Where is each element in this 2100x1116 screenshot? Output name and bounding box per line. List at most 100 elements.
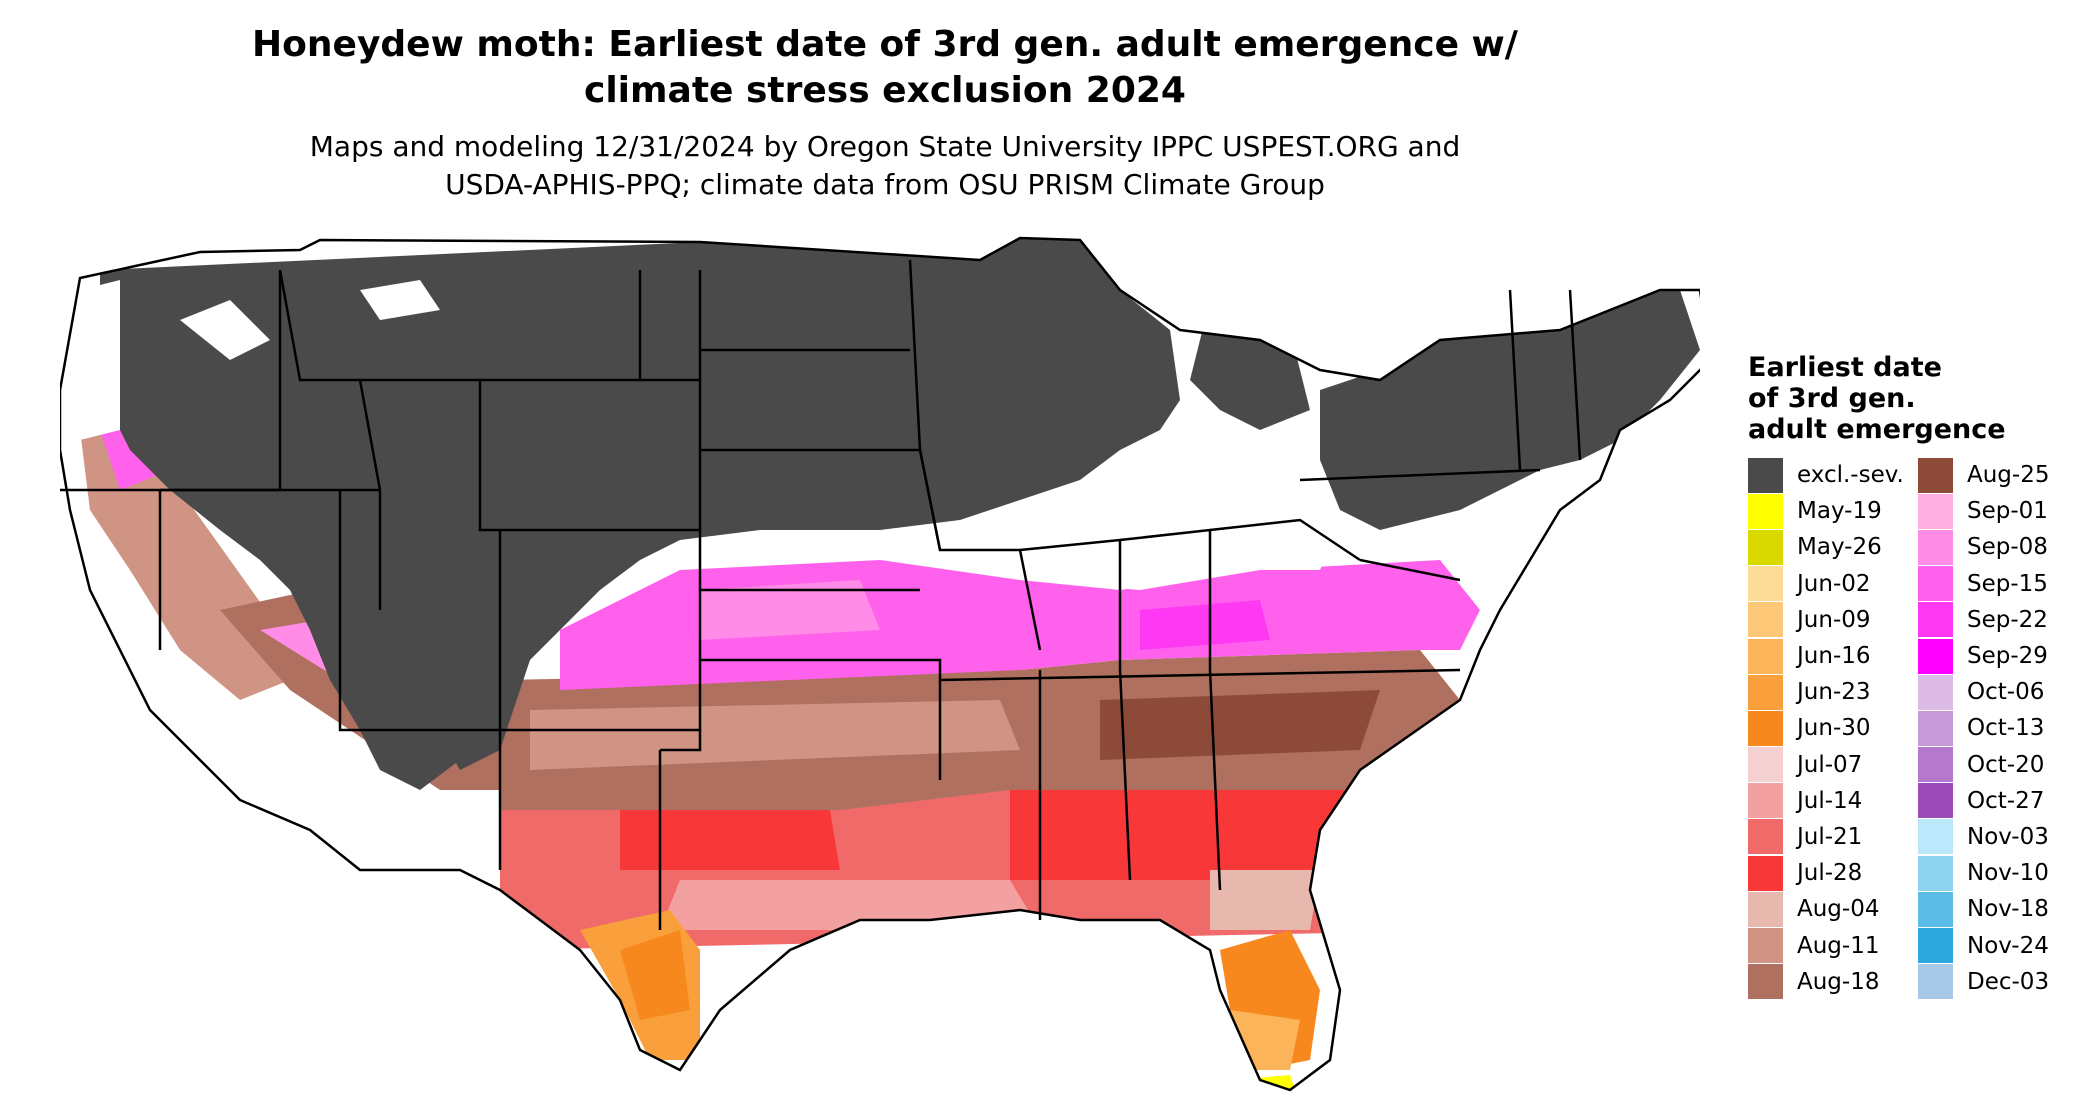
legend-item: Nov-18 — [1918, 891, 2088, 927]
legend-swatch — [1748, 819, 1783, 855]
map-subtitle: Maps and modeling 12/31/2024 by Oregon S… — [0, 128, 1770, 204]
legend-label: Aug-04 — [1797, 896, 1880, 923]
legend-item: Nov-03 — [1918, 819, 2088, 855]
legend-swatch — [1748, 855, 1783, 891]
legend-item: excl.-sev. — [1748, 457, 1918, 493]
legend-swatch — [1748, 747, 1783, 783]
legend-label: excl.-sev. — [1797, 462, 1904, 489]
map-svg — [60, 236, 1700, 1092]
legend: Earliest date of 3rd gen. adult emergenc… — [1748, 352, 2088, 1000]
legend-item: Nov-10 — [1918, 855, 2088, 891]
legend-swatch — [1918, 529, 1953, 565]
legend-item: Jul-28 — [1748, 855, 1918, 891]
legend-item: Sep-29 — [1918, 638, 2088, 674]
legend-swatch — [1918, 638, 1953, 674]
legend-item: Oct-06 — [1918, 674, 2088, 710]
legend-swatch — [1748, 710, 1783, 746]
legend-label: Nov-18 — [1967, 896, 2049, 923]
legend-label: Sep-01 — [1967, 498, 2048, 525]
legend-title: Earliest date of 3rd gen. adult emergenc… — [1748, 352, 2088, 445]
legend-swatch — [1748, 674, 1783, 710]
map-subtitle-line-2: USDA-APHIS-PPQ; climate data from OSU PR… — [445, 168, 1325, 201]
map-title-line-2: climate stress exclusion 2024 — [584, 70, 1186, 111]
legend-swatch — [1748, 602, 1783, 638]
legend-label: Sep-15 — [1967, 570, 2048, 597]
legend-swatch — [1918, 891, 1953, 927]
legend-label: Jun-09 — [1797, 606, 1871, 633]
legend-label: Jul-21 — [1797, 823, 1863, 850]
legend-label: Aug-11 — [1797, 932, 1880, 959]
legend-swatch — [1748, 493, 1783, 529]
legend-swatch — [1918, 566, 1953, 602]
legend-item: Dec-03 — [1918, 964, 2088, 1000]
map-fill-layers — [60, 238, 1700, 1090]
legend-item: May-26 — [1748, 529, 1918, 565]
legend-column-2: Aug-25 Sep-01 Sep-08 Sep-15 Sep-22 Sep-29 Oct-… — [1918, 457, 2088, 1000]
legend-swatch — [1918, 964, 1953, 1000]
legend-swatch — [1748, 457, 1783, 493]
border-tn-nc — [939, 668, 1461, 682]
border-pa-ny — [1299, 468, 1541, 482]
border-co-east — [660, 530, 702, 752]
legend-item: Jul-07 — [1748, 747, 1918, 783]
legend-item: Jul-21 — [1748, 819, 1918, 855]
legend-label: May-26 — [1797, 534, 1882, 561]
legend-item: May-19 — [1748, 493, 1918, 529]
border-al-ga — [1118, 669, 1132, 881]
legend-title-line-2: of 3rd gen. — [1748, 383, 1916, 414]
legend-swatch — [1918, 747, 1953, 783]
legend-swatch — [1918, 674, 1953, 710]
legend-title-line-3: adult emergence — [1748, 414, 2006, 445]
legend-label: Jul-28 — [1797, 860, 1863, 887]
legend-label: Jun-16 — [1797, 643, 1871, 670]
border-va-md — [1359, 558, 1461, 582]
legend-item: Jun-16 — [1748, 638, 1918, 674]
legend-item: Sep-22 — [1918, 602, 2088, 638]
border-oh-pa — [1209, 518, 1361, 562]
legend-column-1: excl.-sev. May-19 May-26 Jun-02 Jun-09 Jun-16… — [1748, 457, 1918, 1000]
legend-swatch — [1918, 783, 1953, 819]
legend-item: Aug-11 — [1748, 927, 1918, 964]
border-nd-sd — [640, 270, 702, 382]
legend-item: Nov-24 — [1918, 927, 2088, 964]
map-title: Honeydew moth: Earliest date of 3rd gen.… — [0, 22, 1770, 114]
legend-label: Oct-13 — [1967, 715, 2045, 742]
border-ga-sc — [1208, 669, 1222, 891]
border-ok — [700, 658, 942, 780]
legend-item: Oct-13 — [1918, 710, 2088, 746]
legend-item: Jun-30 — [1748, 710, 1918, 746]
legend-item: Sep-01 — [1918, 493, 2088, 529]
legend-label: Aug-18 — [1797, 968, 1880, 995]
border-wy — [478, 380, 702, 532]
legend-label: Aug-25 — [1967, 462, 2050, 489]
legend-swatch — [1918, 819, 1953, 855]
legend-label: Sep-22 — [1967, 606, 2048, 633]
legend-swatch — [1918, 855, 1953, 891]
legend-swatch — [1748, 638, 1783, 674]
border-nh-me — [1568, 289, 1582, 461]
legend-label: Nov-24 — [1967, 932, 2049, 959]
legend-label: Sep-08 — [1967, 534, 2048, 561]
legend-label: Dec-03 — [1967, 968, 2050, 995]
legend-item: Jul-14 — [1748, 783, 1918, 819]
legend-swatch — [1918, 457, 1953, 493]
legend-item: Oct-20 — [1918, 747, 2088, 783]
legend-swatch — [1748, 891, 1783, 927]
legend-item: Sep-15 — [1918, 566, 2088, 602]
legend-item: Jun-02 — [1748, 566, 1918, 602]
legend-item: Jun-23 — [1748, 674, 1918, 710]
map-title-line-1: Honeydew moth: Earliest date of 3rd gen.… — [252, 24, 1518, 65]
legend-swatch — [1748, 783, 1783, 819]
legend-swatch — [1748, 964, 1783, 1000]
border-vt-nh — [1508, 289, 1522, 471]
legend-columns: excl.-sev. May-19 May-26 Jun-02 Jun-09 Jun-16… — [1748, 457, 2088, 1000]
legend-label: May-19 — [1797, 498, 1882, 525]
legend-label: Oct-06 — [1967, 679, 2045, 706]
legend-item: Aug-04 — [1748, 891, 1918, 927]
map-subtitle-line-1: Maps and modeling 12/31/2024 by Oregon S… — [309, 130, 1461, 163]
legend-label: Jul-07 — [1797, 751, 1863, 778]
border-nv-az — [338, 490, 500, 732]
legend-label: Sep-29 — [1967, 643, 2048, 670]
legend-swatch — [1918, 928, 1953, 964]
legend-item: Aug-18 — [1748, 964, 1918, 1000]
